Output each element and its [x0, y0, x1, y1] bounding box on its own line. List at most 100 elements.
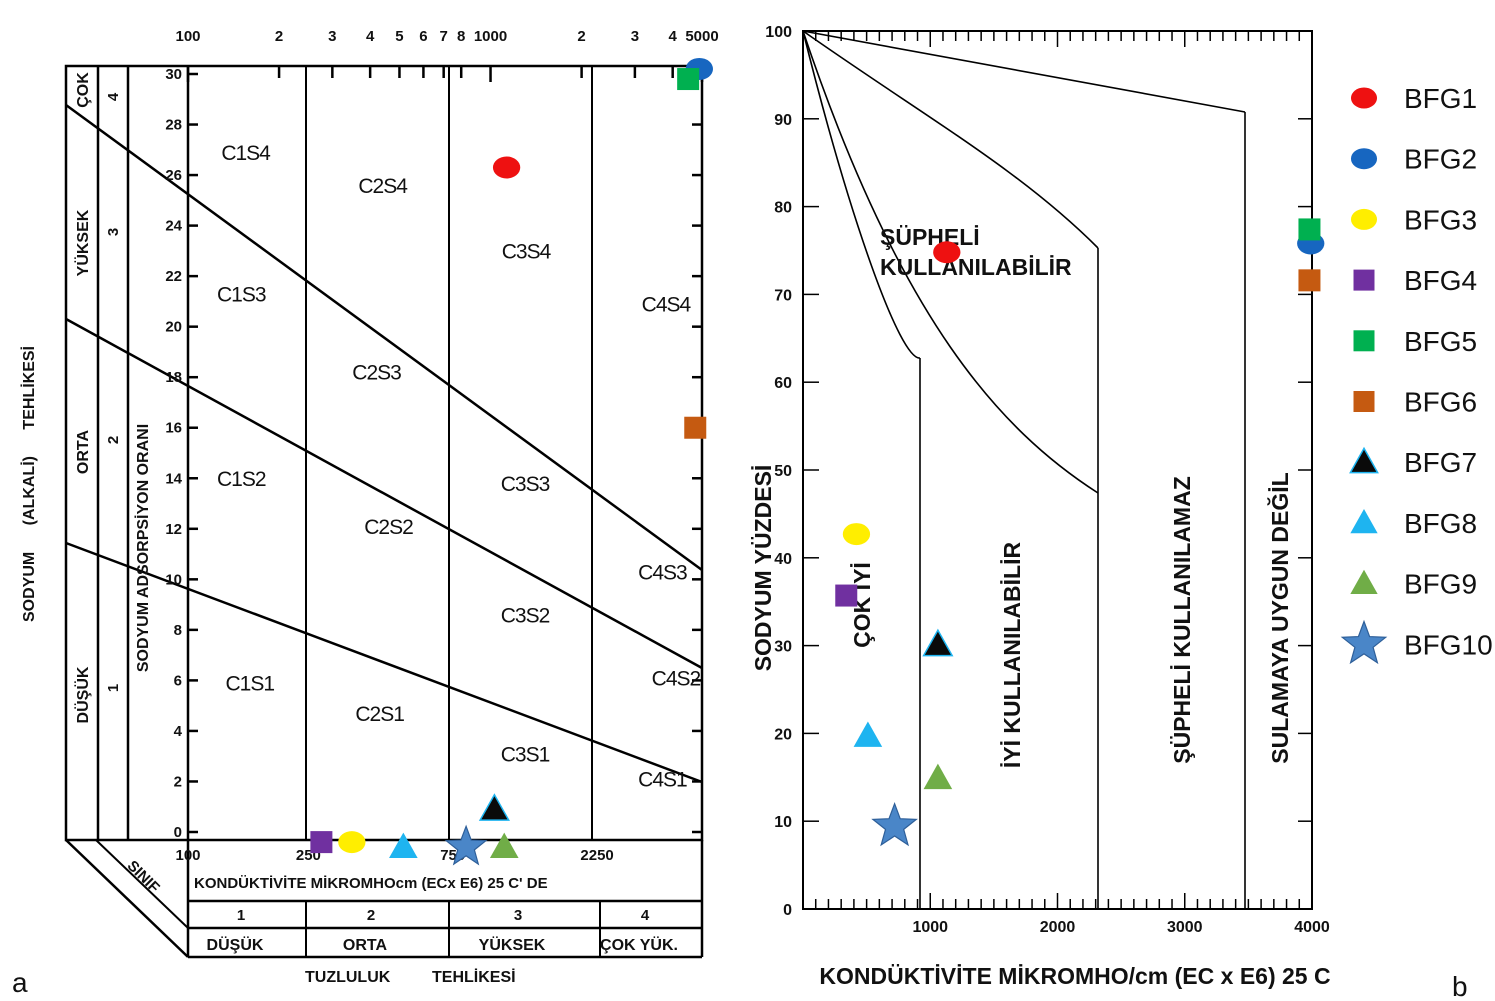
- a-point-bfg9: [489, 832, 519, 859]
- legend-label-bfg6: BFG6: [1404, 387, 1477, 418]
- hazard-boundary-s3-s4: [65, 103, 703, 572]
- b-point-bfg5: [1298, 218, 1321, 241]
- a-region-label: C1S4: [221, 142, 271, 165]
- a-region-label: C3S3: [501, 473, 550, 496]
- b-point-bfg4: [835, 584, 858, 607]
- a-bottom-tick-label: 100: [175, 847, 200, 864]
- a-top-tick-label: 6: [419, 28, 427, 45]
- a-y-tick-label: 14: [165, 470, 182, 487]
- b-region-label: SULAMAYA UYGUN DEĞİL: [1266, 472, 1293, 763]
- b-y-tick-label: 0: [783, 902, 792, 919]
- b-point-bfg6: [1298, 269, 1321, 292]
- a-salinity-class-num: 1: [237, 907, 245, 924]
- legend: BFG1 BFG2 BFG3 BFG4 BFG5 BFG6 BFG7 BFG8 BFG9 BFG1…: [1340, 83, 1493, 665]
- a-point-bfg7: [478, 793, 511, 821]
- a-y-tick-label: 6: [174, 672, 182, 689]
- b-y-tick-label: 100: [765, 24, 792, 41]
- a-top-tick-label: 2: [577, 28, 585, 45]
- boundary-cok-iyi: [802, 30, 921, 359]
- a-top-tick-label: 3: [631, 28, 639, 45]
- legend-label-bfg5: BFG5: [1404, 326, 1477, 357]
- a-ylabel-inner: SODYUM ADSORPSİYON ORANI: [134, 424, 152, 672]
- a-region-label: C3S2: [501, 604, 550, 627]
- a-point-bfg10: [444, 824, 488, 866]
- a-y-tick-label: 22: [165, 268, 182, 285]
- b-y-tick-label: 20: [774, 726, 792, 743]
- b-y-tick-label: 60: [774, 375, 792, 392]
- a-salinity-class-label: DÜŞÜK: [207, 935, 264, 954]
- panel-b-frame: [802, 30, 1313, 910]
- b-y-tick-label: 50: [774, 463, 792, 480]
- a-salinity-class-num: 2: [367, 907, 375, 924]
- a-region-label: C2S3: [352, 362, 401, 385]
- a-region-label: C2S2: [364, 516, 413, 539]
- boundary-iyi: [802, 30, 1099, 494]
- a-point-bfg1: [492, 156, 521, 179]
- a-region-label: C1S3: [217, 283, 266, 306]
- legend-marker-bfg7: [1349, 446, 1379, 474]
- b-y-tick-label: 70: [774, 287, 792, 304]
- legend-marker-bfg6: [1353, 391, 1375, 412]
- legend-marker-bfg4: [1353, 269, 1375, 291]
- legend-marker-bfg8: [1350, 509, 1378, 534]
- a-y-tick-label: 30: [165, 66, 182, 83]
- a-top-tick-label: 4: [366, 28, 375, 45]
- legend-label-bfg3: BFG3: [1404, 204, 1477, 235]
- b-x-tick-label: 1000: [912, 919, 948, 936]
- b-y-tick-label: 90: [774, 112, 792, 129]
- b-x-tick-label: 4000: [1294, 919, 1330, 936]
- a-region-label: C3S1: [501, 743, 550, 766]
- a-salinity-class-label: ORTA: [343, 937, 388, 954]
- panel-label-a: a: [12, 967, 28, 998]
- sinif-diagonal-1: [65, 839, 189, 958]
- legend-label-bfg2: BFG2: [1404, 144, 1477, 175]
- a-y-tick-label: 0: [174, 824, 182, 841]
- boundary-supheli-kullanilamaz: [802, 30, 1246, 113]
- a-y-tick-label: 24: [165, 218, 182, 235]
- a-y-tick-label: 18: [165, 369, 182, 386]
- b-y-tick-label: 30: [774, 639, 792, 656]
- legend-label-bfg4: BFG4: [1404, 265, 1477, 296]
- a-top-tick-label: 100: [175, 28, 200, 45]
- b-y-tick-label: 10: [774, 814, 792, 831]
- a-salinity-class-label: ÇOK YÜK.: [600, 935, 678, 954]
- hazard-boundary-s2-s3: [65, 317, 703, 670]
- b-x-tick-label: 3000: [1167, 919, 1203, 936]
- legend-label-bfg8: BFG8: [1404, 508, 1477, 539]
- legend-marker-bfg2: [1350, 148, 1378, 170]
- a-salinity-class-label: YÜKSEK: [479, 935, 546, 954]
- legend-marker-bfg9: [1350, 569, 1378, 594]
- b-point-bfg8: [853, 721, 883, 747]
- a-top-tick-label: 5000: [685, 28, 718, 45]
- a-point-bfg3: [338, 831, 366, 854]
- a-point-bfg6: [684, 416, 707, 439]
- a-xlabel: KONDÜKTİVİTE MİKROMHOcm (ECx E6) 25 C' D…: [194, 875, 548, 892]
- legend-label-bfg1: BFG1: [1404, 83, 1477, 114]
- a-region-label: C1S1: [225, 673, 274, 696]
- a-y-tick-label: 12: [165, 521, 182, 538]
- a-point-bfg8: [389, 832, 418, 859]
- a-hazard-class-num: 3: [105, 228, 122, 236]
- b-point-bfg9: [923, 763, 953, 790]
- a-point-bfg4: [310, 831, 333, 854]
- a-hazard-class-label: ORTA: [75, 429, 92, 474]
- b-region-label: ŞÜPHELİ: [880, 224, 980, 250]
- a-ylabel-outer: SODYUM (ALKALİ) TEHLİKESİ: [20, 346, 38, 622]
- a-y-tick-label: 8: [174, 622, 182, 639]
- b-region-label-line2: KULLANILABİLİR: [880, 254, 1072, 280]
- boundary-supheli: [802, 30, 1099, 249]
- panel-label-b: b: [1452, 971, 1468, 1001]
- a-region-label: C4S2: [652, 667, 701, 690]
- legend-marker-bfg10: [1340, 619, 1388, 665]
- a-y-tick-label: 26: [165, 167, 182, 184]
- a-region-label: C2S1: [355, 703, 404, 726]
- b-point-bfg3: [842, 523, 871, 546]
- a-top-tick-label: 8: [457, 28, 465, 45]
- a-y-tick-label: 28: [165, 117, 182, 134]
- panel-a-frame: [64, 64, 704, 842]
- a-hazard-class-num: 1: [105, 684, 122, 692]
- a-top-tick-label: 7: [440, 28, 448, 45]
- legend-label-bfg7: BFG7: [1404, 447, 1477, 478]
- b-y-tick-label: 40: [774, 551, 792, 568]
